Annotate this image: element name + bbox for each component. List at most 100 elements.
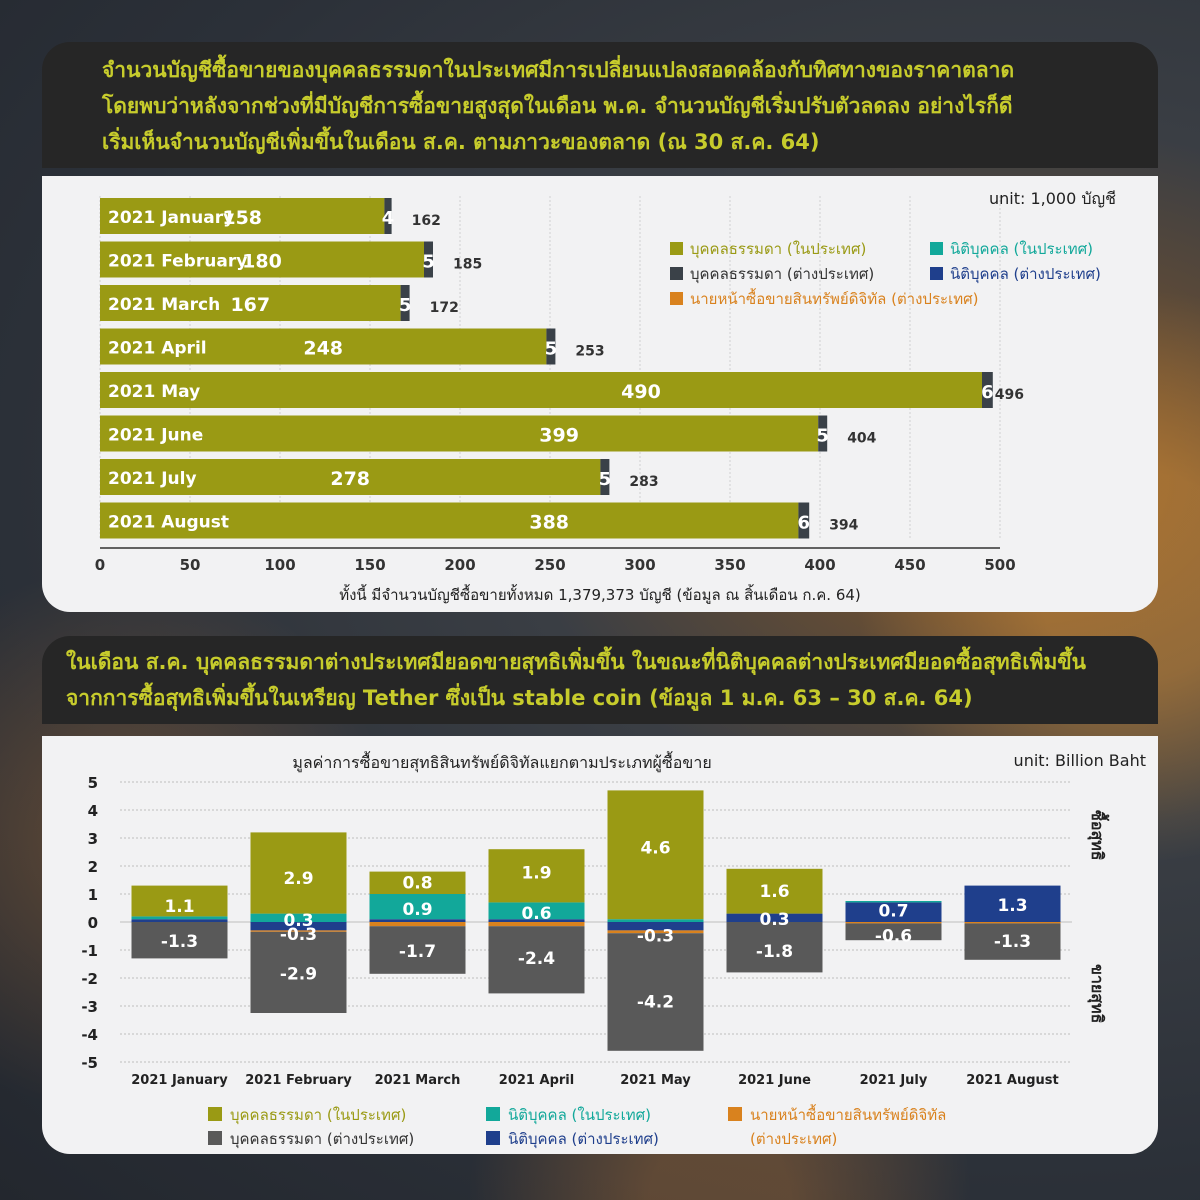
chart1-bar-domestic <box>100 198 385 234</box>
chart2-title: มูลค่าการซื้อขายสุทธิสินทรัพย์ดิจิทัลแยก… <box>292 751 711 773</box>
chart1-total-label: 404 <box>847 431 876 447</box>
chart2-category-label: 2021 January <box>131 1073 228 1088</box>
chart2-data-label: 0.6 <box>521 904 551 924</box>
chart2-legend-swatch <box>486 1107 500 1121</box>
chart1-foreign-value-label: 6 <box>798 513 811 534</box>
chart2-data-label: -1.3 <box>994 932 1031 952</box>
chart1-legend-label: นิติบุคคล (ต่างประเทศ) <box>950 265 1101 284</box>
chart1-value-label: 388 <box>529 512 569 534</box>
chart2-bar-segment <box>607 933 704 1051</box>
chart2-y-tick: -1 <box>81 942 98 960</box>
chart2-bar-segment <box>131 922 228 959</box>
chart1-category-label: 2021 June <box>108 426 203 446</box>
chart1-bar-foreign <box>982 372 993 408</box>
chart1-value-label: 180 <box>242 251 282 273</box>
chart1-category-label: 2021 March <box>108 295 220 315</box>
chart2-bar-segment <box>369 922 466 927</box>
chart1-legend-swatch <box>670 242 683 255</box>
chart1-category-label: 2021 July <box>108 469 197 489</box>
chart1-value-label: 248 <box>303 338 343 360</box>
chart2-y-tick: 0 <box>88 914 98 932</box>
chart2-bar-segment <box>845 901 942 903</box>
chart1-foreign-value-label: 5 <box>545 339 558 360</box>
chart2-bar-segment <box>131 916 228 920</box>
chart1-bar-domestic <box>100 372 982 408</box>
net-trading-chart-panel: มูลค่าการซื้อขายสุทธิสินทรัพย์ดิจิทัลแยก… <box>42 736 1158 1154</box>
chart2-bar-segment <box>845 922 942 924</box>
chart2-category-label: 2021 August <box>966 1073 1059 1088</box>
chart2-legend-swatch <box>728 1107 742 1121</box>
chart2-legend-swatch <box>486 1131 500 1145</box>
chart2-bar-segment <box>488 902 585 920</box>
chart1-bar-foreign <box>600 459 610 495</box>
accounts-bar-chart: unit: 1,000 บัญชี ทั้งนี้ มีจำนวนบัญชีซื… <box>95 189 1116 604</box>
chart2-unit-label: unit: Billion Baht <box>1014 751 1146 770</box>
chart2-bar-segment <box>488 926 585 994</box>
chart2-bar-segment <box>964 885 1061 922</box>
chart1-category-label: 2021 February <box>108 252 247 272</box>
chart1-x-tick: 450 <box>894 556 925 574</box>
chart2-bar-segment <box>250 922 347 931</box>
chart1-bar-domestic <box>100 415 819 452</box>
chart2-data-label: 2.9 <box>283 869 313 889</box>
chart2-category-label: 2021 May <box>620 1073 691 1088</box>
chart1-legend-label: บุคคลธรรมดา (ต่างประเทศ) <box>690 265 874 284</box>
chart1-bar-domestic <box>100 285 401 321</box>
chart2-data-label: -4.2 <box>637 992 674 1012</box>
chart2-bar-segment <box>131 919 228 922</box>
chart1-foreign-value-label: 5 <box>399 295 412 316</box>
chart2-bar-segment <box>369 919 466 922</box>
chart2-data-label: 0.3 <box>283 911 313 931</box>
chart2-bar-segment <box>369 926 466 974</box>
chart1-legend-swatch <box>930 242 943 255</box>
chart2-category-label: 2021 June <box>738 1073 811 1088</box>
chart1-total-label: 394 <box>829 518 858 534</box>
chart2-bar-segment <box>964 922 1061 924</box>
chart2-bar-segment <box>250 930 347 932</box>
chart2-side-label-buy: ซื้อสุทธิ <box>1087 810 1110 861</box>
chart2-data-label: 0.7 <box>878 901 908 921</box>
chart1-category-label: 2021 January <box>108 208 234 228</box>
chart1-legend-swatch <box>670 267 683 280</box>
chart2-bar-segment <box>250 913 347 922</box>
chart2-legend-label-cont: (ต่างประเทศ) <box>750 1130 837 1148</box>
chart2-data-label: -2.4 <box>518 949 555 969</box>
chart2-legend-swatch <box>208 1107 222 1121</box>
chart1-bar-domestic <box>100 502 799 539</box>
chart2-data-label: 4.6 <box>640 838 670 858</box>
chart1-bar-domestic <box>100 459 601 495</box>
chart1-x-tick: 200 <box>444 556 475 574</box>
chart2-y-tick: 1 <box>88 886 98 904</box>
chart2-bar-segment <box>607 930 704 934</box>
chart1-total-label: 253 <box>575 344 604 360</box>
chart1-x-tick: 500 <box>984 556 1015 574</box>
chart2-legend-label: นิติบุคคล (ในประเทศ) <box>508 1106 651 1125</box>
chart2-bar-segment <box>369 871 466 894</box>
chart1-x-tick: 50 <box>180 556 201 574</box>
chart1-bar-foreign <box>384 198 392 234</box>
chart2-bar-segment <box>250 931 347 1013</box>
chart1-value-label: 399 <box>539 425 579 447</box>
chart2-bar-segment <box>131 885 228 917</box>
banner2-line-1: ในเดือน ส.ค. บุคคลธรรมดาต่างประเทศมียอดข… <box>66 650 1087 674</box>
chart1-footnote: ทั้งนี้ มีจำนวนบัญชีซื้อขายทั้งหมด 1,379… <box>339 584 861 604</box>
chart2-bar-segment <box>845 902 942 922</box>
chart1-bar-foreign <box>798 502 810 539</box>
chart1-x-tick: 150 <box>354 556 385 574</box>
chart2-data-label: -0.3 <box>637 927 674 947</box>
chart2-bar-segment <box>726 922 823 973</box>
chart1-bar-domestic <box>100 241 424 278</box>
chart1-legend-label: นายหน้าซื้อขายสินทรัพย์ดิจิทัล (ต่างประเ… <box>690 288 978 308</box>
chart2-bar-segment <box>488 919 585 922</box>
chart2-data-label: -1.7 <box>399 942 436 962</box>
chart1-bar-domestic <box>100 328 547 365</box>
chart1-unit-label: unit: 1,000 บัญชี <box>989 189 1116 208</box>
chart1-total-label: 185 <box>453 257 482 273</box>
chart2-bar-segment <box>369 894 466 920</box>
chart1-value-label: 158 <box>222 207 262 229</box>
chart1-total-label: 496 <box>995 387 1024 403</box>
chart2-bar-segment <box>964 923 1061 960</box>
chart1-total-label: 162 <box>412 213 441 229</box>
chart2-data-label: 0.8 <box>402 873 432 893</box>
chart2-data-label: 1.6 <box>759 882 789 902</box>
